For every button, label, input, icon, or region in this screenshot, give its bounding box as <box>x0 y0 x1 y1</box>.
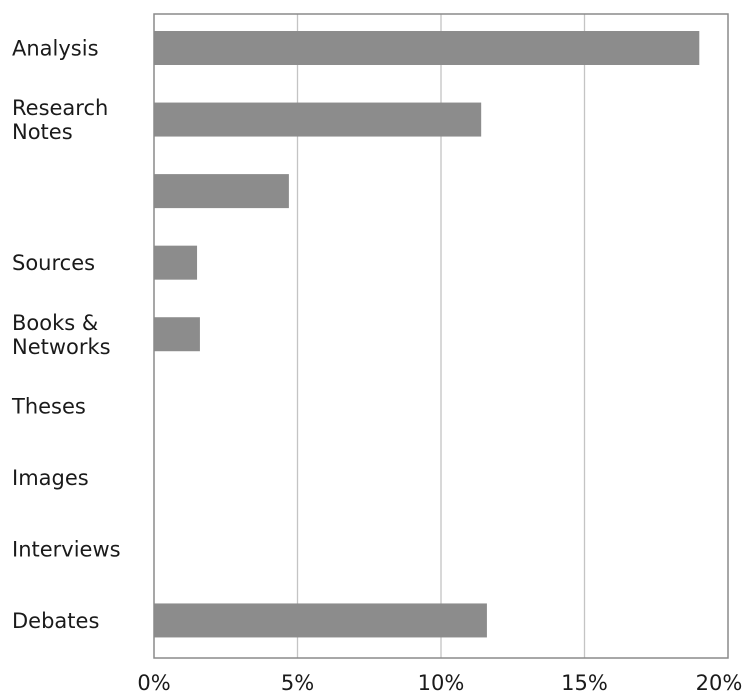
category-label-0: Analysis <box>12 37 99 61</box>
category-label-6-line-0: Images <box>12 466 89 490</box>
x-tick-label-3: 15% <box>561 671 608 693</box>
category-label-3: Sources <box>12 251 95 275</box>
x-tick-label-0: 0% <box>137 671 170 693</box>
category-label-0-line-0: Analysis <box>12 37 99 61</box>
category-label-5-line-0: Theses <box>11 394 86 418</box>
category-label-7: Interviews <box>12 537 121 561</box>
bar-2 <box>154 174 289 209</box>
bar-8 <box>154 603 487 638</box>
x-tick-label-1: 5% <box>281 671 314 693</box>
x-tick-labels: 0% 5% 10% 15% 20% <box>137 671 743 695</box>
bar-4 <box>154 317 200 352</box>
category-label-1-line-1: Notes <box>12 120 73 144</box>
bar-3 <box>154 245 198 280</box>
category-label-8: Debates <box>12 609 99 633</box>
bars <box>154 31 700 638</box>
category-label-1-line-0: Research <box>12 96 108 120</box>
category-label-4-line-1: Networks <box>12 335 111 359</box>
bar-0 <box>154 31 700 65</box>
x-tick-label-4: 20% <box>696 671 743 693</box>
category-label-7-line-0: Interviews <box>12 537 121 561</box>
category-labels: Analysis Research Notes Sources Books & Netwo… <box>11 37 121 633</box>
category-label-4-line-0: Books & <box>12 311 98 335</box>
category-label-3-line-0: Sources <box>12 251 95 275</box>
category-label-6: Images <box>12 466 89 490</box>
plot-frame <box>153 13 729 659</box>
bar-1 <box>154 102 482 137</box>
category-label-1: Research Notes <box>12 96 108 144</box>
category-label-4: Books & Networks <box>12 311 111 359</box>
x-tick-label-2: 10% <box>418 671 465 693</box>
category-label-8-line-0: Debates <box>12 609 99 633</box>
category-label-5: Theses <box>11 394 86 418</box>
